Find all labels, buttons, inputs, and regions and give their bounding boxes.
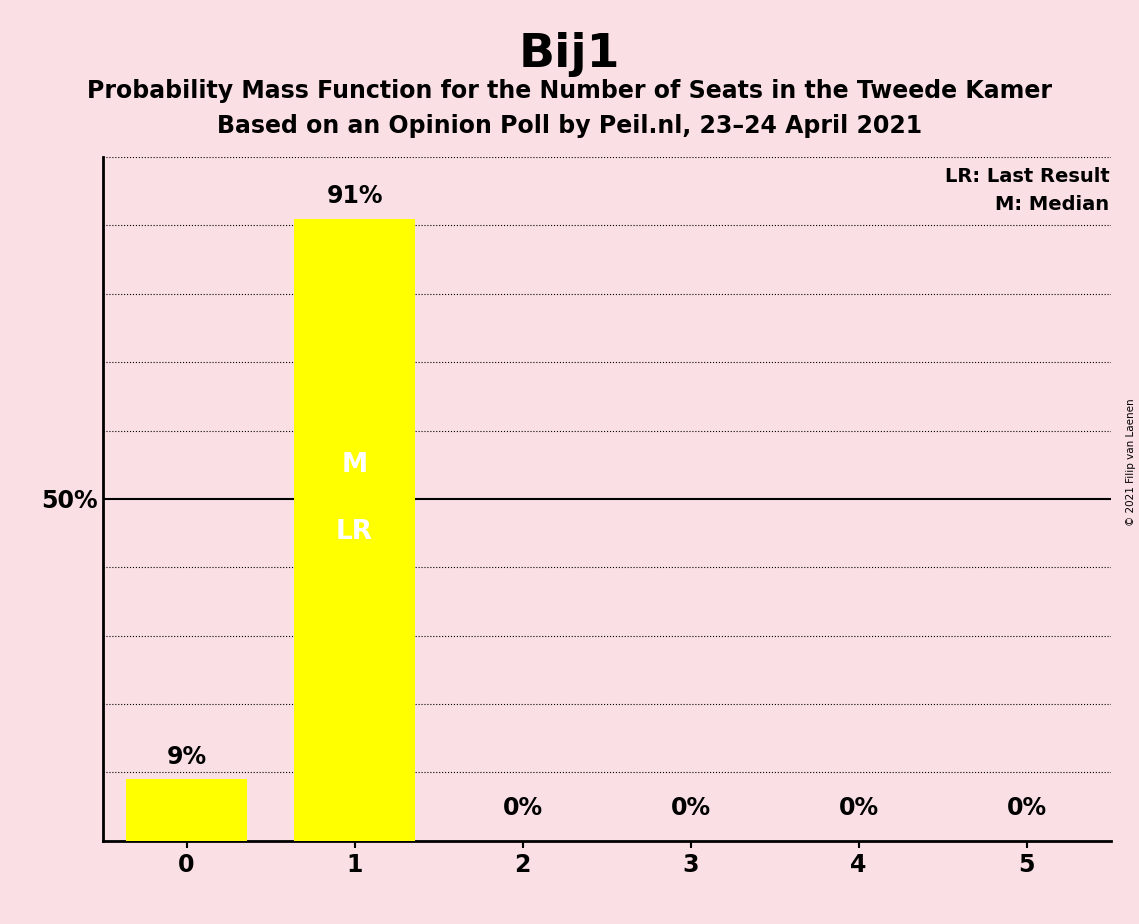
Text: 0%: 0% [671, 796, 711, 821]
Text: 9%: 9% [166, 745, 206, 769]
Text: M: Median: M: Median [995, 195, 1109, 213]
Text: Probability Mass Function for the Number of Seats in the Tweede Kamer: Probability Mass Function for the Number… [87, 79, 1052, 103]
Text: LR: LR [336, 519, 372, 545]
Text: Based on an Opinion Poll by Peil.nl, 23–24 April 2021: Based on an Opinion Poll by Peil.nl, 23–… [216, 114, 923, 138]
Text: LR: Last Result: LR: Last Result [944, 167, 1109, 187]
Text: 91%: 91% [326, 185, 383, 208]
Bar [294, 219, 415, 841]
Text: 0%: 0% [502, 796, 542, 821]
Text: 0%: 0% [838, 796, 878, 821]
Text: 0%: 0% [1007, 796, 1047, 821]
Text: M: M [342, 453, 368, 479]
Text: © 2021 Filip van Laenen: © 2021 Filip van Laenen [1126, 398, 1136, 526]
Text: Bij1: Bij1 [518, 32, 621, 78]
Bar [126, 779, 247, 841]
